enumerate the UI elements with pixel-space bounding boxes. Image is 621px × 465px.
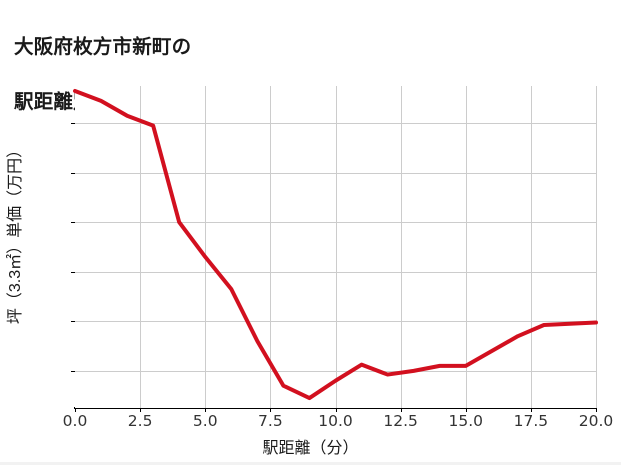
y-axis-title: 坪（3.3㎡）単価（万円） <box>7 141 24 324</box>
gridline-vertical <box>140 86 142 408</box>
x-tick-mark <box>205 408 207 412</box>
gridline-vertical <box>400 86 402 408</box>
x-tick-mark <box>400 408 402 412</box>
gridline-vertical <box>465 86 467 408</box>
chart-title-line-1: 大阪府枚方市新町の <box>14 35 192 58</box>
x-tick-mark <box>465 408 467 412</box>
x-axis-title: 駅距離（分） <box>262 440 359 457</box>
x-tick-label: 17.5 <box>513 412 549 430</box>
gridline-vertical <box>335 86 337 408</box>
gridline-vertical <box>530 86 532 408</box>
y-tick-mark <box>71 321 75 323</box>
y-tick-mark <box>71 222 75 224</box>
x-tick-mark <box>270 408 272 412</box>
gridline-vertical <box>205 86 207 408</box>
x-tick-mark <box>75 408 76 412</box>
x-tick-label: 12.5 <box>383 412 418 430</box>
gridline-vertical <box>596 86 597 408</box>
x-tick-label: 10.0 <box>318 412 353 430</box>
x-tick-label: 7.5 <box>258 412 283 430</box>
price-line-series <box>73 88 598 401</box>
x-tick-label: 2.5 <box>127 412 153 430</box>
y-tick-mark <box>71 271 75 273</box>
x-tick-mark <box>335 408 337 412</box>
x-tick-label: 0.0 <box>62 412 88 430</box>
x-tick-label: 20.0 <box>578 412 614 430</box>
plot-area <box>71 86 598 412</box>
x-tick-mark <box>530 408 532 412</box>
x-tick-mark <box>140 408 142 412</box>
x-tick-label: 5.0 <box>192 412 218 430</box>
x-tick-label: 15.0 <box>448 412 483 430</box>
y-tick-mark <box>71 172 75 174</box>
gridline-vertical <box>270 86 272 408</box>
y-axis-title-wrapper: 坪（3.3㎡）単価（万円） <box>0 0 30 465</box>
y-tick-mark <box>71 123 75 125</box>
x-tick-mark <box>596 408 597 412</box>
data-series-layer <box>73 88 598 401</box>
y-tick-mark <box>71 370 75 372</box>
